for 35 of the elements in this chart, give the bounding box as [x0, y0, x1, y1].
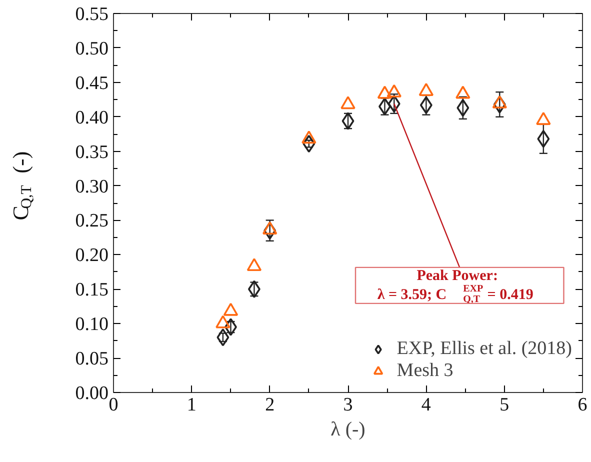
y-tick-label: 0.10 [75, 314, 108, 336]
y-tick-label: 0.45 [75, 72, 108, 94]
x-tick-label: 1 [186, 394, 196, 416]
y-tick-label: 0.25 [75, 210, 108, 232]
point [386, 84, 402, 98]
x-axis-title: λ (-) [330, 418, 366, 440]
x-tick-label: 0 [108, 394, 118, 416]
point [536, 112, 551, 125]
point [340, 96, 356, 110]
y-tick-label: 0.05 [75, 348, 108, 370]
y-tick-label: 0.20 [75, 245, 108, 266]
y-tick-label: 0.55 [75, 4, 108, 25]
y-tick-label: 0.30 [75, 176, 108, 198]
legend-label: Mesh 3 [396, 360, 454, 382]
x-tick-label: 4 [421, 394, 432, 416]
point [492, 95, 508, 108]
legend-label: EXP, Ellis et al. (2018) [396, 338, 572, 360]
point [216, 328, 230, 346]
point [456, 86, 470, 99]
y-tick-label: 0.40 [75, 107, 108, 128]
point [418, 82, 434, 96]
x-tick-label: 3 [343, 394, 353, 416]
point [302, 134, 316, 153]
point [302, 130, 316, 144]
point [246, 258, 262, 272]
point [377, 86, 392, 99]
y-tick-label: 0.35 [75, 142, 108, 163]
x-tick-label: 6 [578, 394, 588, 416]
y-tick-label: 0.50 [75, 38, 108, 60]
x-tick-label: 5 [500, 394, 510, 416]
y-tick-label: 0.00 [75, 383, 108, 404]
y-tick-label: 0.15 [75, 280, 108, 301]
x-tick-label: 2 [265, 394, 275, 416]
point [537, 130, 550, 148]
point [262, 221, 278, 235]
